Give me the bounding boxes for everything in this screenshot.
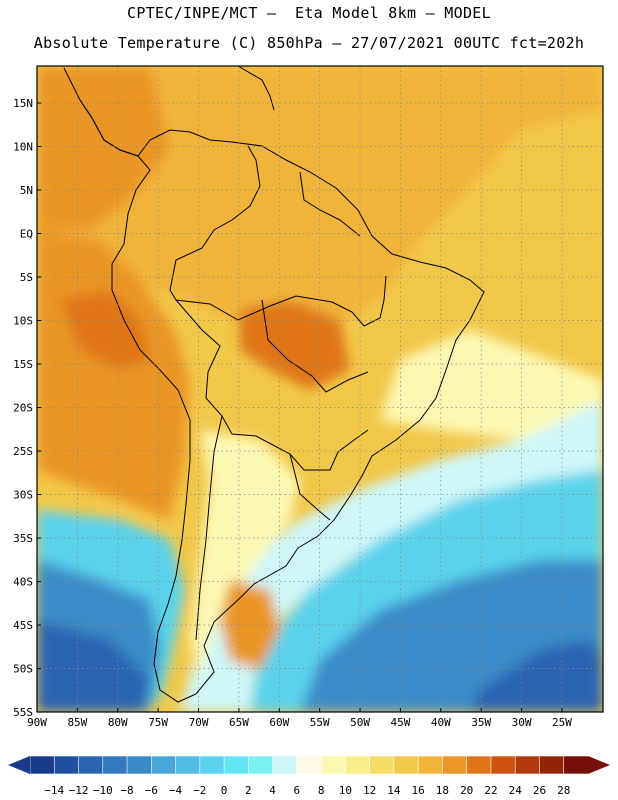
colorbar-segment: [223, 755, 250, 775]
latitude-label: 15N: [13, 97, 33, 110]
coastlines: [63, 66, 485, 703]
colorbar-label: −6: [145, 784, 158, 797]
colorbar-label: 14: [387, 784, 401, 797]
colorbar-segment: [296, 755, 322, 775]
colorbar-label: 10: [339, 784, 352, 797]
colorbar-label: 4: [269, 784, 276, 797]
colorbar-label: 16: [412, 784, 425, 797]
colorbar-label: 2: [245, 784, 252, 797]
latitude-label: 5N: [20, 184, 33, 197]
colorbar-label: −2: [193, 784, 206, 797]
colorbar-segment: [272, 755, 298, 775]
latitude-label: 35S: [13, 532, 33, 545]
longitude-label: 40W: [431, 716, 451, 729]
temperature-zone-6: [380, 330, 603, 440]
temperature-zone-13: [37, 620, 150, 712]
longitude-label: 90W: [27, 716, 47, 729]
latitude-label: 10S: [13, 315, 33, 328]
colorbar-segment: [175, 755, 201, 775]
chart-title-line-1: CPTEC/INPE/MCT – Eta Model 8km – MODEL: [127, 4, 491, 22]
colorbar-label: 26: [533, 784, 546, 797]
colorbar-label: −4: [169, 784, 183, 797]
colorbar-segment: [102, 755, 128, 775]
colorbar-segment: [78, 755, 104, 775]
latitude-label: 40S: [13, 576, 33, 589]
colorbar-label: 8: [318, 784, 325, 797]
longitude-label: 60W: [269, 716, 289, 729]
colorbar-label: 20: [460, 784, 473, 797]
temperature-zone-4: [240, 300, 350, 390]
colorbar-segment: [369, 755, 395, 775]
latitude-label: 30S: [13, 489, 33, 502]
colorbar: [8, 755, 610, 775]
colorbar-label: 0: [221, 784, 228, 797]
chart-title-line-2: Absolute Temperature (C) 850hPa – 27/07/…: [33, 34, 585, 52]
colorbar-label: 22: [484, 784, 497, 797]
colorbar-segment: [563, 755, 589, 775]
longitude-label: 30W: [512, 716, 532, 729]
longitude-label: 25W: [552, 716, 572, 729]
colorbar-segment: [539, 755, 565, 775]
longitude-label: 35W: [471, 716, 491, 729]
colorbar-label: 28: [557, 784, 570, 797]
colorbar-segment: [514, 755, 541, 775]
latitude-label: 55S: [13, 706, 33, 719]
longitude-labels: 90W 85W 80W 75W 70W 65W 60W 55W 50W 45W 40W 35W 30W 2…: [27, 708, 572, 729]
temperature-zone-14: [470, 640, 603, 712]
colorbar-label: −14: [44, 784, 64, 797]
colorbar-segment: [126, 755, 153, 775]
colorbar-segment: [199, 755, 225, 775]
temperature-zone-3: [60, 290, 150, 370]
colorbar-segment: [29, 755, 56, 775]
colorbar-segment: [466, 755, 492, 775]
longitude-label: 45W: [390, 716, 410, 729]
colorbar-label: 6: [294, 784, 301, 797]
temperature-field: [37, 66, 603, 712]
colorbar-label: 24: [509, 784, 523, 797]
latitude-label: 15S: [13, 358, 33, 371]
latitude-label: EQ: [20, 228, 33, 241]
colorbar-segment: [248, 755, 274, 775]
colorbar-segment: [393, 755, 419, 775]
colorbar-label: −12: [69, 784, 89, 797]
longitude-label: 75W: [148, 716, 168, 729]
colorbar-arrow-right: [588, 756, 610, 774]
colorbar-label: 12: [363, 784, 376, 797]
longitude-label: 85W: [67, 716, 87, 729]
latitude-label: 5S: [20, 271, 33, 284]
colorbar-segment: [417, 755, 444, 775]
longitude-label: 70W: [189, 716, 209, 729]
longitude-label: 80W: [108, 716, 128, 729]
latitude-label: 25S: [13, 445, 33, 458]
temperature-zone-8: [190, 430, 300, 680]
colorbar-segment: [490, 755, 517, 775]
colorbar-label: 18: [436, 784, 449, 797]
colorbar-label: −8: [120, 784, 133, 797]
colorbar-segment: [53, 755, 80, 775]
latitude-label: 45S: [13, 619, 33, 632]
latitude-label: 50S: [13, 663, 33, 676]
colorbar-segment: [151, 755, 177, 775]
colorbar-segment: [442, 755, 468, 775]
colorbar-arrow-left: [8, 756, 30, 774]
temperature-zone-7: [180, 400, 603, 712]
colorbar-labels: −14 −12 −10 −8 −6 −4 −2 0 2 4 6 8 10 12 14 16 18 20 22 24 26…: [44, 784, 570, 797]
latitude-labels: 15N 10N 5N EQ 5S 10S 15S 20S 25S 30S 35S 40S 45S 50S 5…: [13, 97, 41, 719]
longitude-label: 50W: [350, 716, 370, 729]
longitude-label: 65W: [229, 716, 249, 729]
longitude-label: 55W: [310, 716, 330, 729]
latitude-label: 10N: [13, 141, 33, 154]
latitude-label: 20S: [13, 402, 33, 415]
colorbar-segment: [320, 755, 347, 775]
colorbar-segment: [345, 755, 371, 775]
colorbar-label: −10: [93, 784, 113, 797]
